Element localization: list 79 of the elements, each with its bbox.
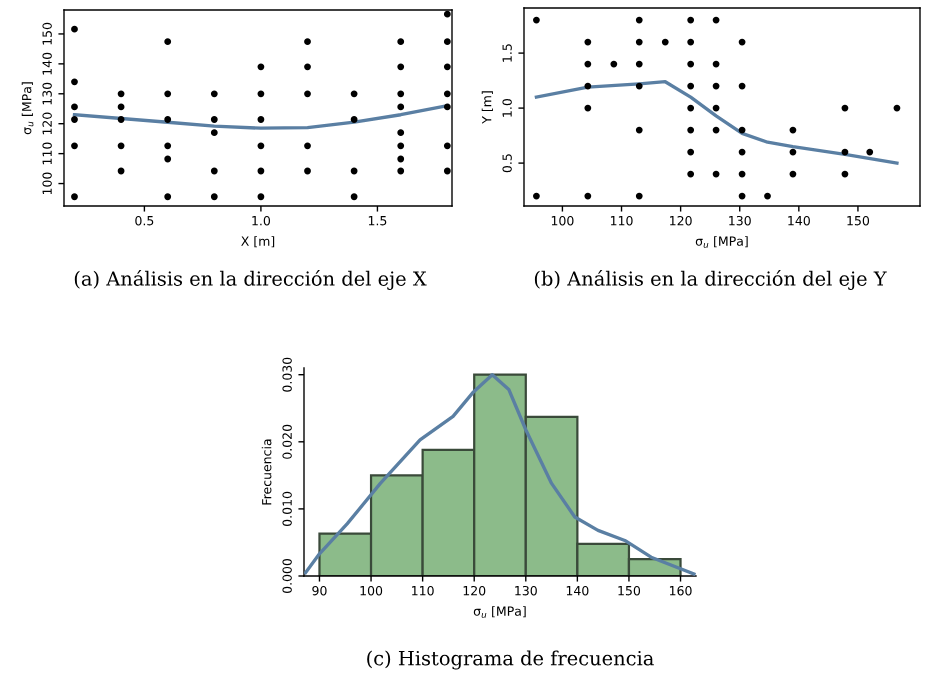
point bbox=[443, 167, 451, 175]
point bbox=[533, 192, 540, 200]
point bbox=[635, 38, 643, 46]
point bbox=[210, 167, 218, 175]
point bbox=[635, 192, 643, 200]
point bbox=[533, 16, 540, 24]
point bbox=[257, 193, 265, 201]
point bbox=[304, 167, 311, 175]
point bbox=[635, 16, 643, 24]
point bbox=[117, 142, 125, 150]
point bbox=[397, 142, 405, 150]
text: (b) Análisis en la dirección del eje Y bbox=[534, 270, 887, 290]
point bbox=[687, 16, 695, 24]
point bbox=[687, 126, 695, 134]
point bbox=[164, 116, 172, 123]
point bbox=[764, 192, 771, 200]
point bbox=[164, 38, 172, 46]
point bbox=[71, 116, 78, 123]
point bbox=[257, 90, 265, 98]
point bbox=[350, 193, 358, 201]
point bbox=[443, 10, 451, 18]
point bbox=[866, 148, 874, 156]
point bbox=[304, 38, 311, 46]
point bbox=[397, 103, 405, 111]
point bbox=[164, 142, 172, 150]
point bbox=[164, 90, 172, 98]
point bbox=[443, 103, 451, 111]
point bbox=[397, 167, 405, 175]
point bbox=[304, 90, 311, 98]
point bbox=[210, 116, 218, 123]
point bbox=[304, 142, 311, 150]
point bbox=[584, 38, 592, 46]
point bbox=[687, 170, 695, 178]
point bbox=[443, 63, 451, 71]
point bbox=[117, 90, 125, 98]
point bbox=[164, 155, 172, 163]
point bbox=[687, 104, 695, 112]
line-series bbox=[72, 104, 450, 130]
point bbox=[117, 116, 125, 123]
point bbox=[350, 90, 358, 98]
point bbox=[687, 38, 695, 46]
line-series bbox=[304, 373, 696, 576]
point bbox=[397, 63, 405, 71]
point bbox=[610, 60, 618, 68]
point bbox=[443, 142, 451, 150]
point bbox=[635, 82, 643, 90]
point bbox=[257, 116, 265, 123]
point bbox=[635, 126, 643, 134]
point bbox=[210, 193, 218, 201]
point bbox=[71, 103, 78, 111]
point bbox=[687, 60, 695, 68]
point bbox=[257, 63, 265, 71]
point bbox=[443, 38, 451, 46]
point bbox=[71, 142, 78, 150]
point bbox=[397, 155, 405, 163]
point bbox=[687, 82, 695, 90]
point bbox=[687, 148, 695, 156]
point bbox=[164, 193, 172, 201]
point bbox=[635, 60, 643, 68]
point bbox=[397, 38, 405, 46]
line-series bbox=[534, 80, 899, 165]
point bbox=[304, 63, 311, 71]
point bbox=[71, 193, 78, 201]
point bbox=[397, 90, 405, 98]
text: (c) Histograma de frecuencia bbox=[367, 650, 654, 670]
point bbox=[210, 90, 218, 98]
point bbox=[397, 129, 405, 137]
point bbox=[443, 90, 451, 98]
text: (a) Análisis en la dirección del eje X bbox=[74, 270, 427, 290]
point bbox=[584, 104, 592, 112]
point bbox=[584, 82, 592, 90]
point bbox=[350, 116, 358, 123]
point bbox=[661, 38, 669, 46]
point bbox=[257, 142, 265, 150]
point bbox=[71, 78, 78, 86]
point bbox=[210, 129, 218, 137]
point bbox=[584, 192, 592, 200]
point bbox=[584, 60, 592, 68]
point bbox=[71, 25, 78, 33]
